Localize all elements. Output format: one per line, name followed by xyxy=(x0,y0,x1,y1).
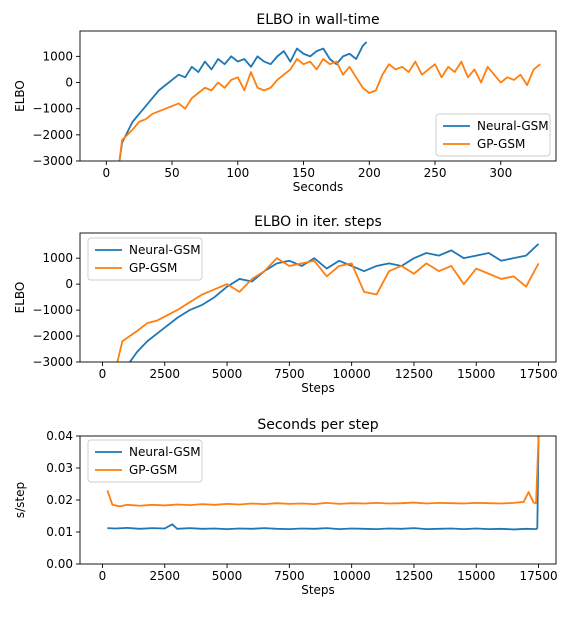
y-axis-label: ELBO xyxy=(13,80,27,112)
chart-title: ELBO in iter. steps xyxy=(254,214,382,230)
x-tick-label: 17500 xyxy=(519,569,557,583)
y-tick-label: 0 xyxy=(65,277,73,291)
legend-box xyxy=(87,237,203,281)
y-tick-label: 1000 xyxy=(42,251,73,265)
x-tick-label: 12500 xyxy=(395,367,433,381)
y-tick-label: −3000 xyxy=(32,154,73,168)
x-tick-label: 300 xyxy=(489,166,512,180)
y-tick-label: −1000 xyxy=(32,303,73,317)
chart-title: Seconds per step xyxy=(257,417,378,433)
x-tick-label: 15000 xyxy=(457,569,495,583)
chart-panel-1: 0 50 100 150 200 250 300 −3000 −2000 −1000 0 1000 EL… xyxy=(13,12,557,194)
y-tick-label: 0.03 xyxy=(46,461,73,475)
y-axis-label: s/step xyxy=(13,482,27,518)
legend-label: GP-GSM xyxy=(129,463,177,477)
series-line-neural-gsm xyxy=(129,243,540,362)
x-tick-label: 0 xyxy=(102,166,110,180)
series-line-neural-gsm xyxy=(107,436,540,531)
legend-label: GP-GSM xyxy=(129,261,177,275)
x-tick-label: 150 xyxy=(292,166,315,180)
series-line-gp-gsm xyxy=(116,257,540,362)
y-tick-label: −2000 xyxy=(32,329,73,343)
chart-panel-3: 0 2500 5000 7500 10000 12500 15000 17500 0.00 0.0… xyxy=(13,417,558,597)
x-axis-label: Steps xyxy=(301,583,335,597)
series-line-gp-gsm xyxy=(106,436,540,508)
y-tick-label: 0.01 xyxy=(46,525,73,539)
y-tick-label: 0 xyxy=(65,76,73,90)
y-tick-label: 0.00 xyxy=(46,557,73,571)
x-tick-label: 5000 xyxy=(212,367,243,381)
x-tick-label: 0 xyxy=(99,569,107,583)
y-tick-label: 1000 xyxy=(42,49,73,63)
x-tick-label: 10000 xyxy=(333,367,371,381)
axes-frame xyxy=(79,232,557,363)
x-tick-label: 0 xyxy=(99,367,107,381)
y-tick-label: −3000 xyxy=(32,355,73,369)
legend-label: GP-GSM xyxy=(477,137,525,151)
legend-label: Neural-GSM xyxy=(129,243,201,257)
x-tick-label: 200 xyxy=(358,166,381,180)
x-tick-label: 100 xyxy=(226,166,249,180)
legend: Neural-GSM GP-GSM xyxy=(87,439,203,483)
legend: Neural-GSM GP-GSM xyxy=(435,113,551,157)
x-tick-label: 7500 xyxy=(274,367,305,381)
x-tick-label: 17500 xyxy=(519,367,557,381)
chart-panel-2: 0 2500 5000 7500 10000 12500 15000 17500−3000−2… xyxy=(13,214,558,395)
y-tick-label: −1000 xyxy=(32,102,73,116)
x-tick-label: 12500 xyxy=(395,569,433,583)
axes-frame xyxy=(79,30,557,162)
x-tick-label: 250 xyxy=(424,166,447,180)
y-axis-label: ELBO xyxy=(13,282,27,314)
series-line-neural-gsm xyxy=(118,41,368,161)
legend-box xyxy=(435,113,551,157)
x-tick-label: 2500 xyxy=(149,367,180,381)
x-tick-label: 10000 xyxy=(333,569,371,583)
chart-title: ELBO in wall-time xyxy=(256,12,379,28)
x-axis-label: Seconds xyxy=(293,180,343,194)
legend: Neural-GSM GP-GSM xyxy=(87,237,203,281)
x-tick-label: 5000 xyxy=(212,569,243,583)
y-tick-label: −2000 xyxy=(32,128,73,142)
x-tick-label: 2500 xyxy=(149,569,180,583)
y-tick-label: 0.02 xyxy=(46,493,73,507)
x-tick-label: 15000 xyxy=(457,367,495,381)
x-tick-label: 50 xyxy=(164,166,179,180)
legend-label: Neural-GSM xyxy=(477,119,549,133)
x-tick-label: 7500 xyxy=(274,569,305,583)
series-line-gp-gsm xyxy=(118,58,541,161)
legend-label: Neural-GSM xyxy=(129,445,201,459)
x-axis-label: Steps xyxy=(301,381,335,395)
legend-box xyxy=(87,439,203,483)
y-tick-label: 0.04 xyxy=(46,429,73,443)
